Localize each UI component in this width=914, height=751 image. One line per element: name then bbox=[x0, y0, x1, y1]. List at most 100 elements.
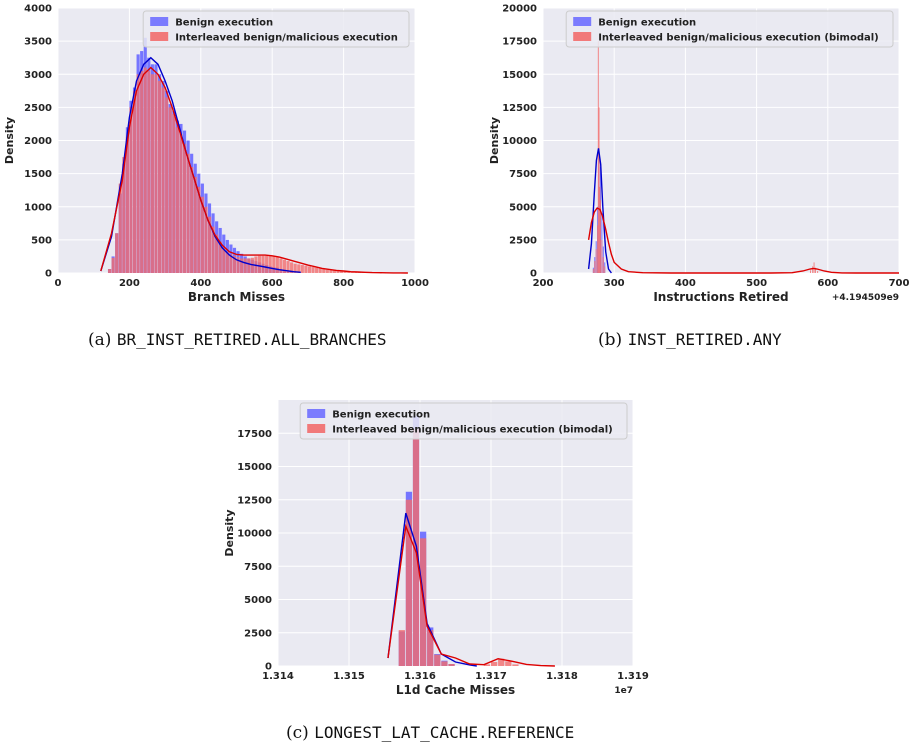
x-tick-label: 1.317 bbox=[475, 671, 507, 682]
bar-interleaved bbox=[810, 270, 811, 273]
legend: Benign execution Interleaved benign/malic… bbox=[299, 402, 628, 440]
y-tick-label: 3500 bbox=[24, 37, 52, 48]
bar-interleaved bbox=[398, 630, 405, 666]
bar-interleaved bbox=[307, 266, 312, 273]
bar-interleaved bbox=[118, 183, 122, 273]
x-tick-label: 600 bbox=[817, 278, 838, 289]
bar-interleaved bbox=[322, 269, 326, 273]
y-tick-label: 10000 bbox=[502, 136, 537, 147]
caption-a-code: BR_INST_RETIRED.ALL_BRANCHES bbox=[116, 330, 387, 349]
caption-a: (a) BR_INST_RETIRED.ALL_BRANCHES bbox=[88, 330, 387, 350]
bar-interleaved bbox=[597, 41, 599, 273]
bar-interleaved bbox=[115, 233, 119, 273]
y-tick-label: 7500 bbox=[244, 562, 272, 573]
y-tick-label: 15000 bbox=[237, 462, 272, 473]
bar-interleaved bbox=[512, 664, 519, 666]
caption-b-prefix: (b) bbox=[598, 330, 628, 350]
y-tick-label: 500 bbox=[31, 235, 52, 246]
bar-interleaved bbox=[111, 257, 115, 273]
bar-interleaved bbox=[140, 70, 144, 273]
x-tick-label: 400 bbox=[675, 278, 696, 289]
bar-interleaved bbox=[599, 200, 601, 273]
y-axis-label: Density bbox=[223, 509, 236, 556]
y-tick-label: 5000 bbox=[509, 202, 537, 213]
bar-interleaved bbox=[147, 70, 151, 273]
bar-interleaved bbox=[175, 127, 179, 273]
x-tick-label: 200 bbox=[533, 278, 554, 289]
x-axis-label: L1d Cache Misses bbox=[396, 683, 515, 697]
bar-interleaved bbox=[592, 269, 594, 273]
bar-interleaved bbox=[448, 664, 455, 666]
bar-interleaved bbox=[311, 267, 315, 273]
legend-label-interleaved: Interleaved benign/malicious execution (… bbox=[598, 33, 879, 44]
y-tick-label: 0 bbox=[265, 662, 272, 673]
bar-interleaved bbox=[483, 664, 491, 666]
y-tick-label: 17500 bbox=[502, 37, 537, 48]
caption-b-code: INST_RETIRED.ANY bbox=[627, 330, 782, 349]
legend-swatch-benign bbox=[150, 17, 169, 26]
bar-interleaved bbox=[197, 186, 201, 273]
x-tick-label: 1.314 bbox=[262, 671, 294, 682]
bar-interleaved bbox=[261, 255, 265, 273]
legend-swatch-interleaved bbox=[150, 32, 169, 41]
bar-interleaved bbox=[179, 133, 183, 273]
caption-a-prefix: (a) bbox=[88, 330, 117, 350]
y-tick-label: 2500 bbox=[24, 103, 52, 114]
bar-interleaved bbox=[225, 251, 229, 273]
caption-c: (c) LONGEST_LAT_CACHE.REFERENCE bbox=[286, 723, 574, 743]
y-tick-label: 1500 bbox=[24, 169, 52, 180]
bar-interleaved bbox=[300, 265, 304, 273]
bar-interleaved bbox=[165, 97, 169, 273]
bar-interleaved bbox=[265, 255, 269, 273]
bar-interleaved bbox=[405, 499, 413, 666]
bar-interleaved bbox=[247, 258, 251, 273]
legend-label-benign: Benign execution bbox=[598, 18, 696, 29]
x-axis-label: Branch Misses bbox=[188, 290, 285, 304]
bar-interleaved bbox=[211, 226, 215, 273]
bar-interleaved bbox=[347, 271, 351, 273]
x-tick-label: 400 bbox=[190, 278, 211, 289]
caption-c-code: LONGEST_LAT_CACHE.REFERENCE bbox=[314, 723, 575, 742]
y-tick-label: 10000 bbox=[237, 529, 272, 540]
x-tick-label: 1.318 bbox=[546, 671, 578, 682]
bar-interleaved bbox=[186, 153, 190, 273]
bar-interleaved bbox=[601, 239, 603, 273]
bar-interleaved bbox=[200, 196, 204, 273]
x-tick-label: 1000 bbox=[401, 278, 429, 289]
caption-b: (b) INST_RETIRED.ANY bbox=[598, 330, 782, 350]
x-tick-label: 500 bbox=[746, 278, 767, 289]
kde-line-interleaved bbox=[100, 66, 408, 274]
legend-label-interleaved: Interleaved benign/malicious execution bbox=[175, 33, 398, 44]
legend: Benign execution Interleaved benign/malic… bbox=[142, 10, 410, 48]
bar-interleaved bbox=[602, 257, 604, 273]
legend-swatch-benign bbox=[573, 17, 592, 26]
legend-box bbox=[299, 402, 628, 440]
y-tick-label: 4000 bbox=[24, 4, 52, 15]
bar-interleaved bbox=[343, 271, 347, 273]
bar-interleaved bbox=[434, 654, 441, 666]
x-tick-label: 600 bbox=[262, 278, 283, 289]
bar-interleaved bbox=[182, 143, 187, 273]
chart-a: 0 500 1000 1500 2000 2500 3000 3500 4000 0 200 400 6… bbox=[3, 4, 429, 305]
y-tick-label: 7500 bbox=[509, 169, 537, 180]
bar-interleaved bbox=[154, 74, 158, 273]
y-tick-label: 5000 bbox=[244, 595, 272, 606]
y-tick-label: 12500 bbox=[502, 103, 537, 114]
bar-interleaved bbox=[427, 630, 434, 666]
bar-interleaved bbox=[304, 265, 308, 273]
bar-interleaved bbox=[290, 262, 294, 273]
bar-interleaved bbox=[812, 266, 814, 273]
bar-interleaved bbox=[240, 258, 244, 273]
y-tick-label: 2000 bbox=[24, 136, 52, 147]
legend-swatch-interleaved bbox=[307, 424, 326, 433]
legend-label-benign: Benign execution bbox=[175, 18, 273, 29]
bar-interleaved bbox=[168, 107, 172, 273]
bar-interleaved bbox=[193, 176, 197, 273]
x-tick-label: 300 bbox=[604, 278, 625, 289]
x-tick-label: 200 bbox=[119, 278, 140, 289]
x-tick-label: 700 bbox=[889, 278, 910, 289]
legend-swatch-benign bbox=[307, 409, 326, 418]
y-tick-label: 15000 bbox=[502, 70, 537, 81]
legend-label-benign: Benign execution bbox=[332, 410, 430, 421]
legend-box bbox=[565, 10, 894, 48]
